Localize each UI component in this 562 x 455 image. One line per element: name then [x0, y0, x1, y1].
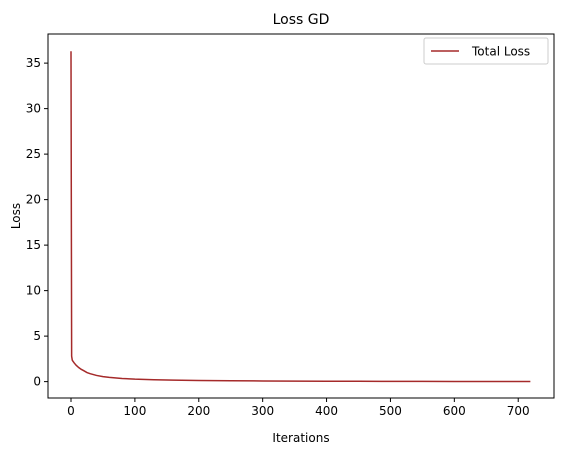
- y-tick-label: 5: [33, 329, 41, 343]
- x-axis: 0 100 200 300 400 500 600 700: [67, 398, 530, 418]
- y-axis-label: Loss: [9, 203, 23, 229]
- plot-frame: [47, 33, 555, 399]
- legend-label: Total Loss: [471, 45, 530, 59]
- x-tick-label: 300: [251, 404, 274, 418]
- chart-title: Loss GD: [273, 12, 330, 28]
- x-axis-label: Iterations: [272, 431, 329, 445]
- x-tick-label: 500: [379, 404, 402, 418]
- x-tick-label: 0: [67, 404, 75, 418]
- legend-box: [423, 37, 549, 65]
- x-tick-label: 400: [315, 404, 338, 418]
- y-axis: 0 5 10 15 20 25 30 35: [26, 56, 48, 389]
- y-tick-label: 15: [26, 238, 41, 252]
- y-tick-label: 0: [33, 375, 41, 389]
- x-tick-label: 700: [507, 404, 530, 418]
- legend: Total Loss: [423, 37, 549, 65]
- y-tick-label: 20: [26, 193, 41, 207]
- x-tick-label: 600: [443, 404, 466, 418]
- x-tick-label: 100: [123, 404, 146, 418]
- y-tick-label: 25: [26, 147, 41, 161]
- x-tick-label: 200: [187, 404, 210, 418]
- y-tick-label: 30: [26, 102, 41, 116]
- y-tick-label: 10: [26, 284, 41, 298]
- total-loss-line: [70, 51, 531, 383]
- y-tick-label: 35: [26, 56, 41, 70]
